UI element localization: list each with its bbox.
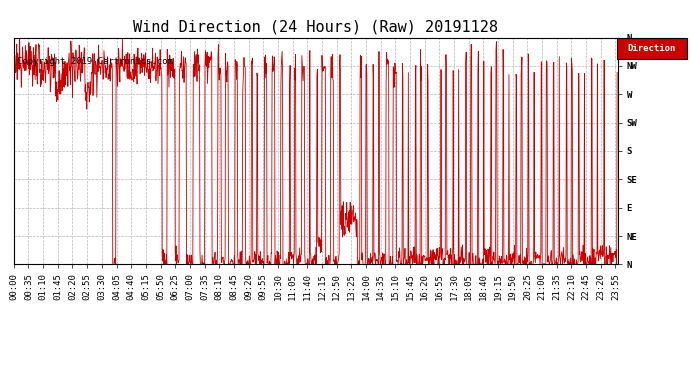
- Text: Copyright 2019 Cartronics.com: Copyright 2019 Cartronics.com: [17, 57, 173, 66]
- Text: Direction: Direction: [627, 44, 676, 53]
- Title: Wind Direction (24 Hours) (Raw) 20191128: Wind Direction (24 Hours) (Raw) 20191128: [133, 20, 498, 35]
